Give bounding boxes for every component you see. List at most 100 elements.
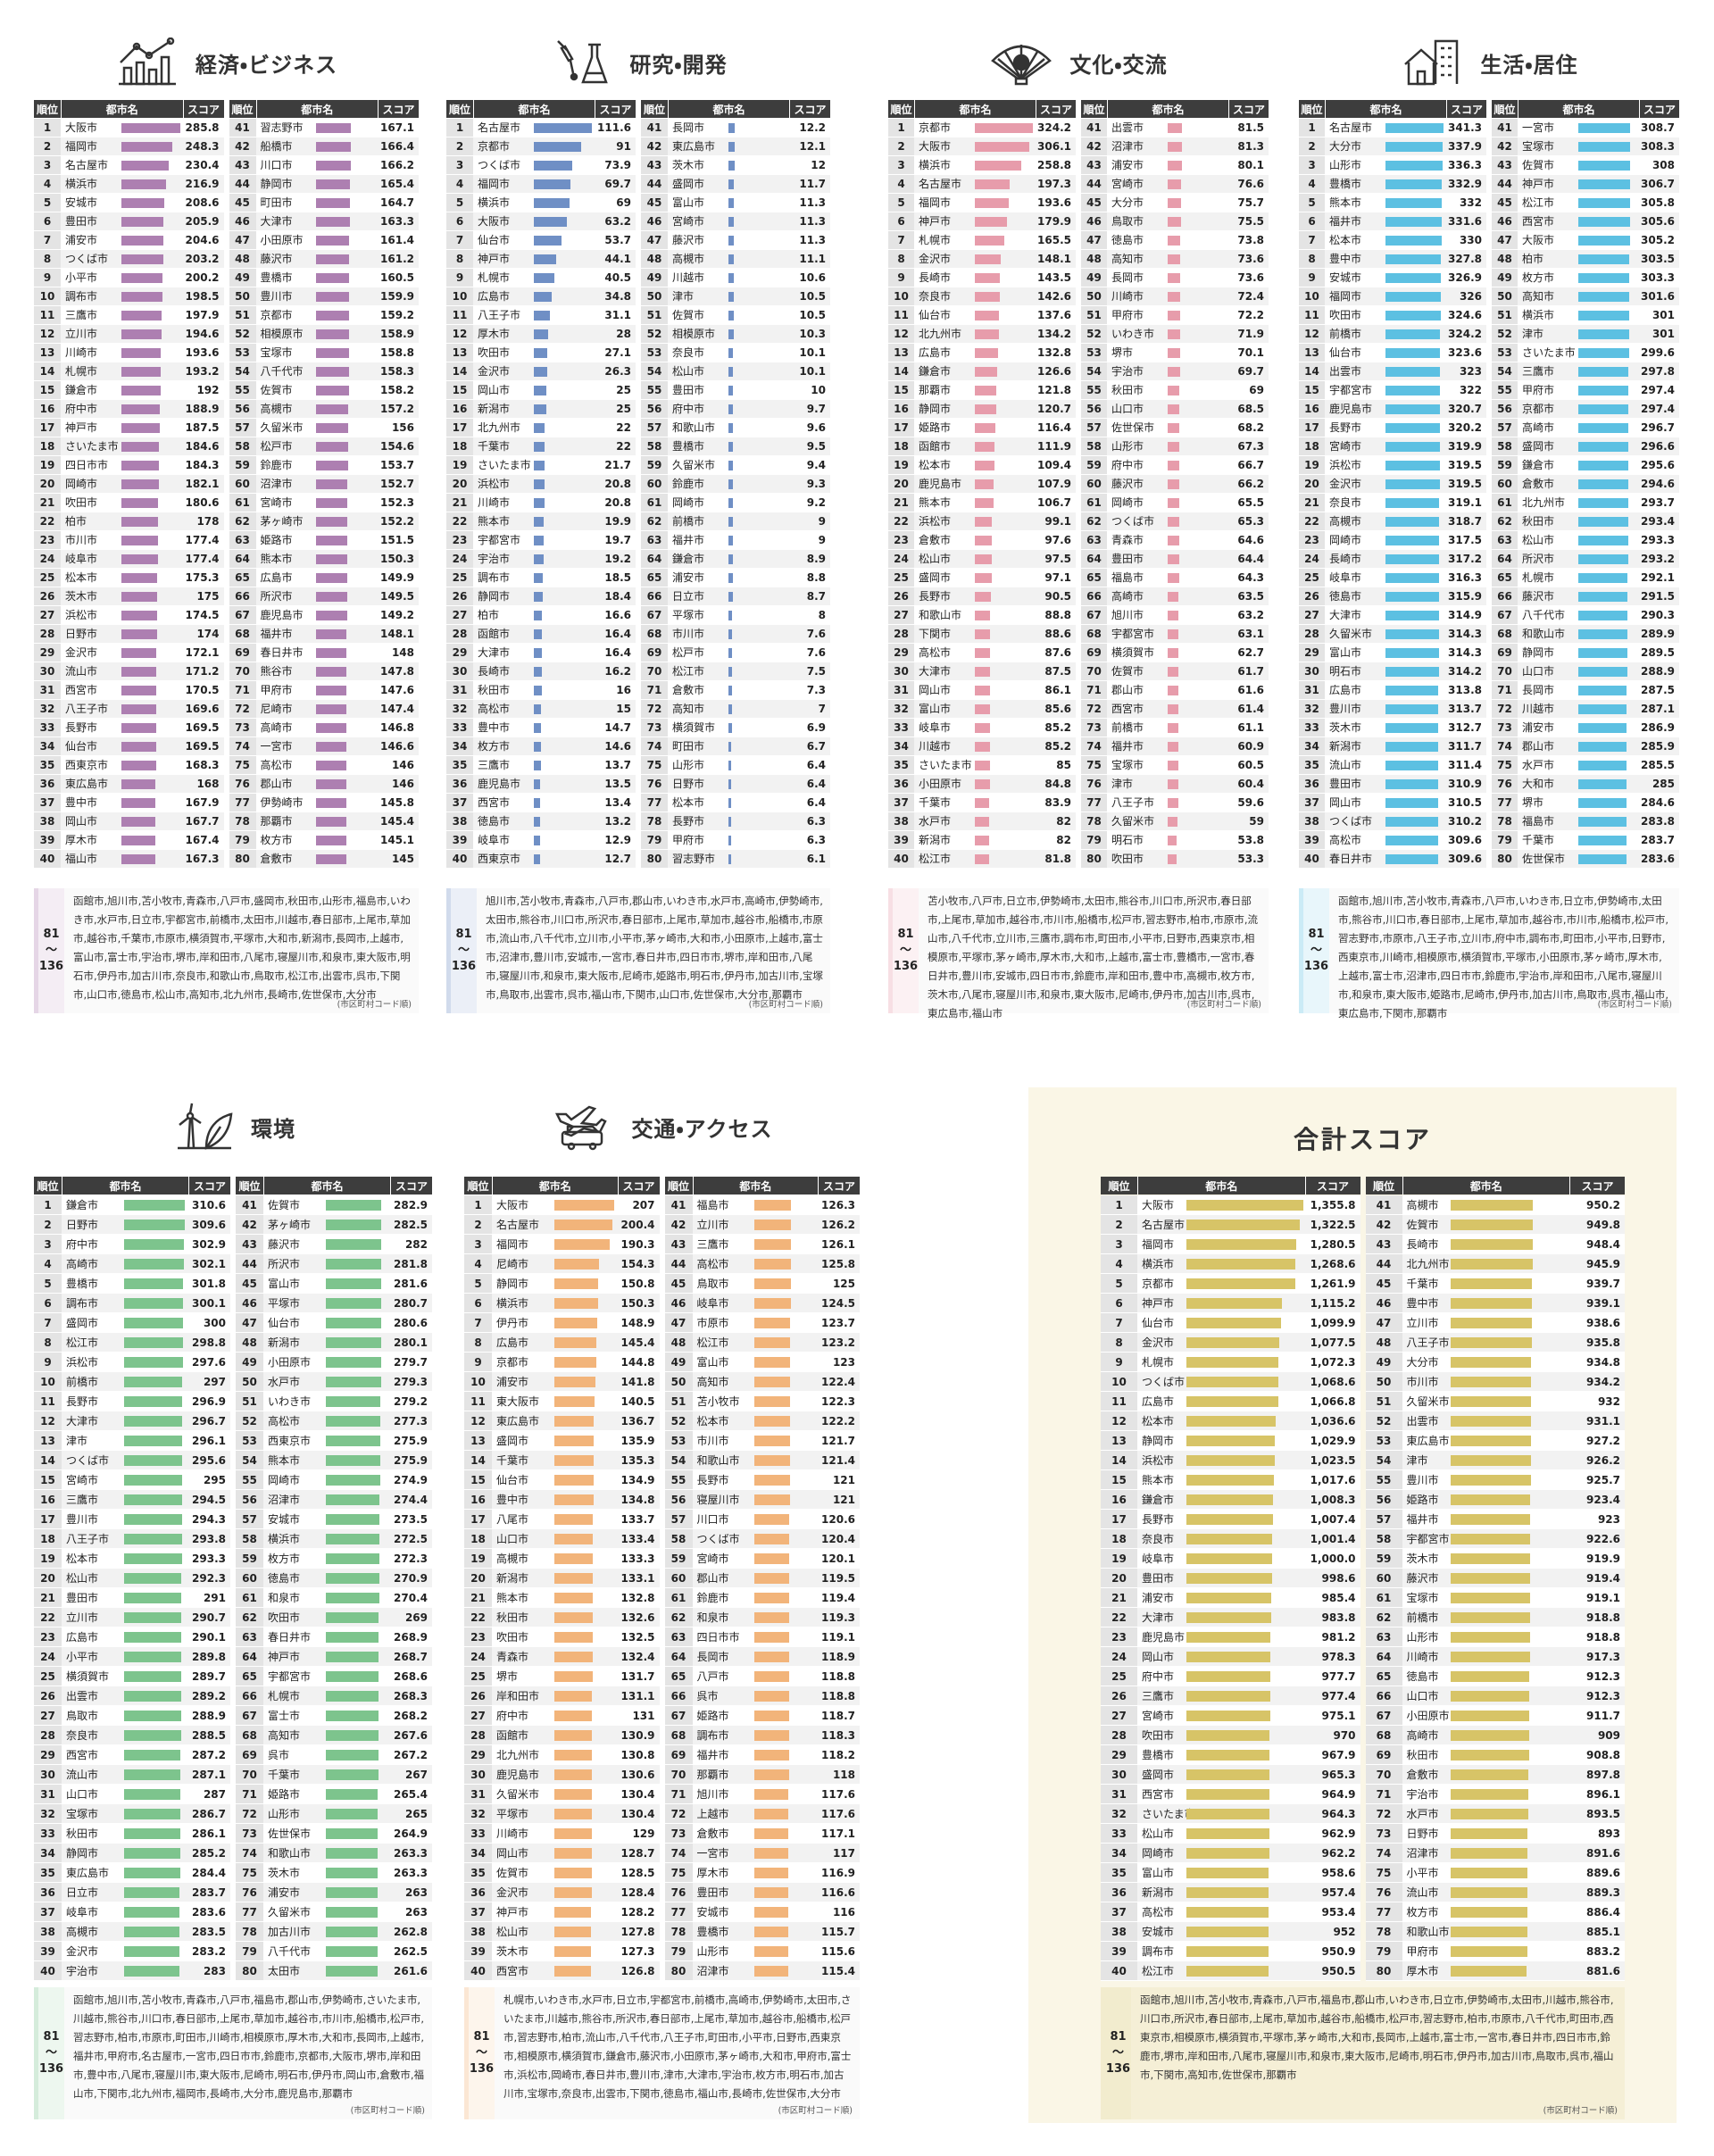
table-row: 75 厚木市 116.9 <box>664 1863 860 1883</box>
table-row: 74 郡山市 285.9 <box>1492 737 1679 756</box>
city-name: 横浜市 <box>1142 1258 1175 1270</box>
table-row: 41 長岡市 12.2 <box>641 119 830 137</box>
rank: 71 <box>641 681 668 699</box>
bar <box>316 611 347 620</box>
table-row: 57 川口市 120.6 <box>664 1510 860 1529</box>
score: 948.4 <box>1586 1238 1620 1251</box>
bar <box>974 236 1004 246</box>
score: 291.5 <box>1641 590 1675 603</box>
rank: 80 <box>664 1961 693 1980</box>
score: 1,001.4 <box>1310 1533 1356 1545</box>
table-row: 60 沼津市 152.7 <box>229 475 419 494</box>
table-row: 63 青森市 64.6 <box>1081 531 1269 550</box>
table-row: 62 秋田市 293.4 <box>1492 512 1679 531</box>
score: 891.6 <box>1586 1847 1620 1860</box>
table-row: 63 福井市 9 <box>641 531 830 550</box>
bar <box>326 1239 382 1250</box>
col-header: スコア <box>1036 100 1076 118</box>
score: 277.3 <box>394 1415 428 1428</box>
score: 269 <box>404 1611 428 1624</box>
table-row: 25 横須賀市 289.7 <box>34 1667 230 1686</box>
table-row: 73 浦安市 286.9 <box>1492 719 1679 737</box>
rank: 51 <box>664 1392 693 1411</box>
score: 133.1 <box>620 1572 655 1585</box>
city-name: 松本市 <box>696 1415 729 1428</box>
rank: 6 <box>464 1294 492 1312</box>
bar <box>1577 629 1627 639</box>
table-row: 79 甲府市 883.2 <box>1365 1942 1625 1961</box>
table-row: 69 呉市 267.2 <box>236 1745 432 1765</box>
col-header: 順位 <box>1299 100 1326 118</box>
bar <box>121 592 158 602</box>
table-row: 69 春日井市 148 <box>229 644 419 662</box>
score: 1,029.9 <box>1310 1435 1356 1447</box>
score: 10.1 <box>799 365 826 378</box>
table-row: 54 和歌山市 121.4 <box>664 1451 860 1470</box>
city-name: 高槻市 <box>496 1552 529 1565</box>
city-name: 豊田市 <box>1111 553 1144 565</box>
table-row: 71 姫路市 265.4 <box>236 1785 432 1804</box>
table-row: 11 吹田市 324.6 <box>1299 306 1486 325</box>
rank: 53 <box>1081 344 1107 362</box>
table-row: 18 さいたま市 184.6 <box>34 437 224 456</box>
table-row: 41 佐賀市 282.9 <box>236 1195 432 1215</box>
city-name: 那覇市 <box>696 1769 729 1781</box>
city-name: 倉敷市 <box>672 684 705 696</box>
rank: 28 <box>1101 1726 1137 1744</box>
rank: 48 <box>229 250 256 268</box>
city-name: 浜松市 <box>66 1356 99 1369</box>
city-name: 鹿児島市 <box>478 778 521 790</box>
city-name: 小平市 <box>65 271 98 284</box>
table-row: 46 豊中市 939.1 <box>1365 1294 1625 1313</box>
score: 296.6 <box>1641 440 1675 453</box>
rank: 6 <box>446 212 473 230</box>
bar <box>1577 573 1628 583</box>
table-row: 50 津市 10.5 <box>641 287 830 306</box>
rank: 79 <box>641 831 668 849</box>
rank: 43 <box>229 156 256 174</box>
bar <box>754 1396 791 1407</box>
bar <box>124 1416 183 1427</box>
range-text: 136 <box>38 960 64 973</box>
rank: 68 <box>664 1726 693 1744</box>
score: 303.3 <box>1641 271 1675 284</box>
rank: 14 <box>888 362 914 380</box>
table-row: 14 浜松市 1,023.5 <box>1101 1451 1360 1470</box>
bar <box>121 779 156 789</box>
city-name: 松江市 <box>672 665 705 678</box>
bar <box>1451 1475 1531 1486</box>
city-name: 岐阜市 <box>1142 1552 1175 1565</box>
city-name: 前橋市 <box>672 515 705 528</box>
table-row: 14 出雲市 323 <box>1299 362 1486 381</box>
icon <box>1400 37 1464 87</box>
bar <box>1451 1278 1532 1289</box>
score: 190.3 <box>620 1238 655 1251</box>
rank: 56 <box>1365 1490 1402 1509</box>
bar <box>326 1671 379 1682</box>
score: 299.6 <box>1641 346 1675 359</box>
icon <box>552 1102 616 1152</box>
table-row: 49 小田原市 279.7 <box>236 1353 432 1372</box>
bar <box>121 798 156 808</box>
table-row: 17 長野市 320.2 <box>1299 419 1486 437</box>
table-row: 3 府中市 302.9 <box>34 1235 230 1254</box>
rank: 34 <box>34 1844 62 1862</box>
city-name: 松山市 <box>1522 534 1555 546</box>
score: 16.4 <box>604 628 631 640</box>
rank: 31 <box>446 681 473 699</box>
rank-range: 81 〜 136 <box>34 1987 64 2119</box>
city-name: 仙台市 <box>65 740 98 753</box>
city-name: 西宮市 <box>65 684 98 696</box>
city-name: 富山市 <box>1142 1867 1175 1879</box>
table-row: 77 伊勢崎市 145.8 <box>229 794 419 812</box>
table-row: 3 つくば市 73.9 <box>446 156 636 175</box>
bar <box>754 1612 790 1623</box>
rank: 59 <box>1081 456 1107 474</box>
bar <box>754 1514 790 1525</box>
rank: 16 <box>1299 400 1325 418</box>
score: 949.8 <box>1586 1219 1620 1231</box>
rank: 21 <box>1101 1588 1137 1607</box>
city-name: 西東京市 <box>65 759 109 771</box>
rank: 59 <box>1365 1549 1402 1568</box>
score: 11.3 <box>799 234 826 246</box>
